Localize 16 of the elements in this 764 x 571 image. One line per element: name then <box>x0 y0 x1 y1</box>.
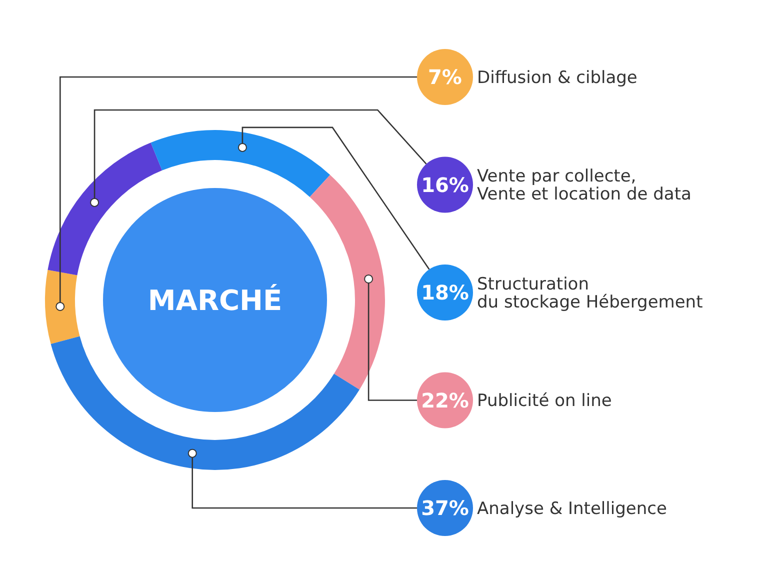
data-label: 16% <box>421 172 469 197</box>
slice-label: Analyse & Intelligence <box>477 498 667 519</box>
text: MARCHÉ <box>148 284 282 317</box>
donut-slice <box>310 174 385 390</box>
donut-slice <box>50 336 360 470</box>
slice-label: Vente par collecte, Vente et location de data <box>477 166 692 205</box>
data-label: 7% <box>428 65 462 89</box>
data-label: 18% <box>421 280 469 304</box>
donut-slice <box>150 130 330 197</box>
slice-label: Structuration du stockage Hébergement <box>477 274 704 312</box>
donut-slice <box>45 270 80 344</box>
data-label: 37% <box>421 496 469 520</box>
donut-slice <box>48 142 162 276</box>
slice-label: Diffusion & ciblage <box>477 68 638 88</box>
slice-label: Publicité on line <box>477 391 612 412</box>
data-label: 22% <box>421 388 469 412</box>
